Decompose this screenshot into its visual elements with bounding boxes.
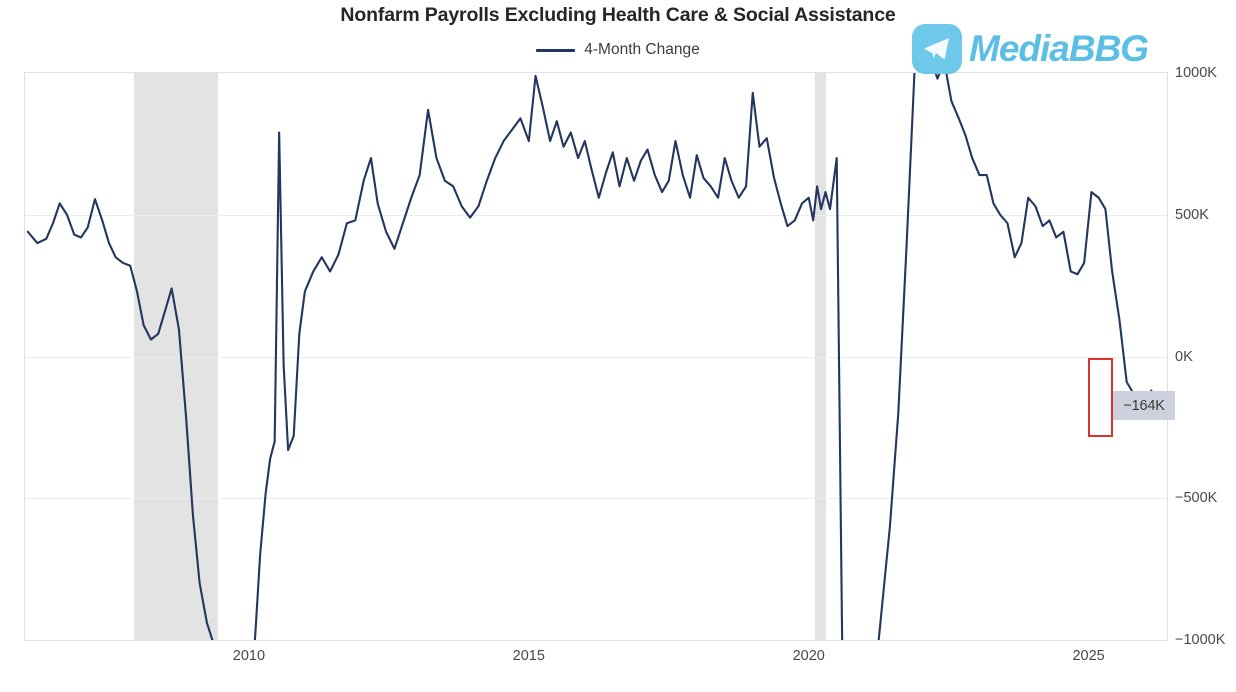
telegram-plane-icon xyxy=(912,24,962,74)
recession-band xyxy=(815,73,826,640)
watermark: MediaBBG xyxy=(912,24,1149,74)
annotation-value-label: −164K xyxy=(1113,391,1175,420)
series-layer xyxy=(26,73,1153,640)
chart-legend: 4-Month Change xyxy=(0,41,1236,59)
x-axis-tick-label: 2020 xyxy=(792,648,825,664)
gridline-horizontal xyxy=(25,357,1167,358)
legend-color-swatch xyxy=(536,48,576,52)
y-axis-tick-label: −1000K xyxy=(1175,632,1226,648)
x-axis-tick-label: 2010 xyxy=(232,648,266,664)
y-axis-tick-label: 0K xyxy=(1175,348,1193,365)
y-axis-tick-label: 1000K xyxy=(1175,65,1217,81)
y-axis-tick-label: −500K xyxy=(1175,490,1218,507)
legend-item-label: 4-Month Change xyxy=(584,41,700,58)
highlight-box xyxy=(1088,358,1113,437)
y-axis-tick-label: 500K xyxy=(1175,206,1209,223)
watermark-text: MediaBBG xyxy=(969,28,1149,69)
plot-clip xyxy=(25,73,1167,640)
x-axis-tick-label: 2025 xyxy=(1072,648,1105,664)
page-title: Nonfarm Payrolls Excluding Health Care &… xyxy=(340,4,896,26)
gridline-horizontal xyxy=(25,215,1167,216)
series-line xyxy=(26,73,1153,640)
gridline-horizontal xyxy=(25,498,1167,499)
x-axis-tick-label: 2015 xyxy=(512,648,545,664)
recession-band xyxy=(134,73,219,640)
plot-area xyxy=(24,72,1168,641)
